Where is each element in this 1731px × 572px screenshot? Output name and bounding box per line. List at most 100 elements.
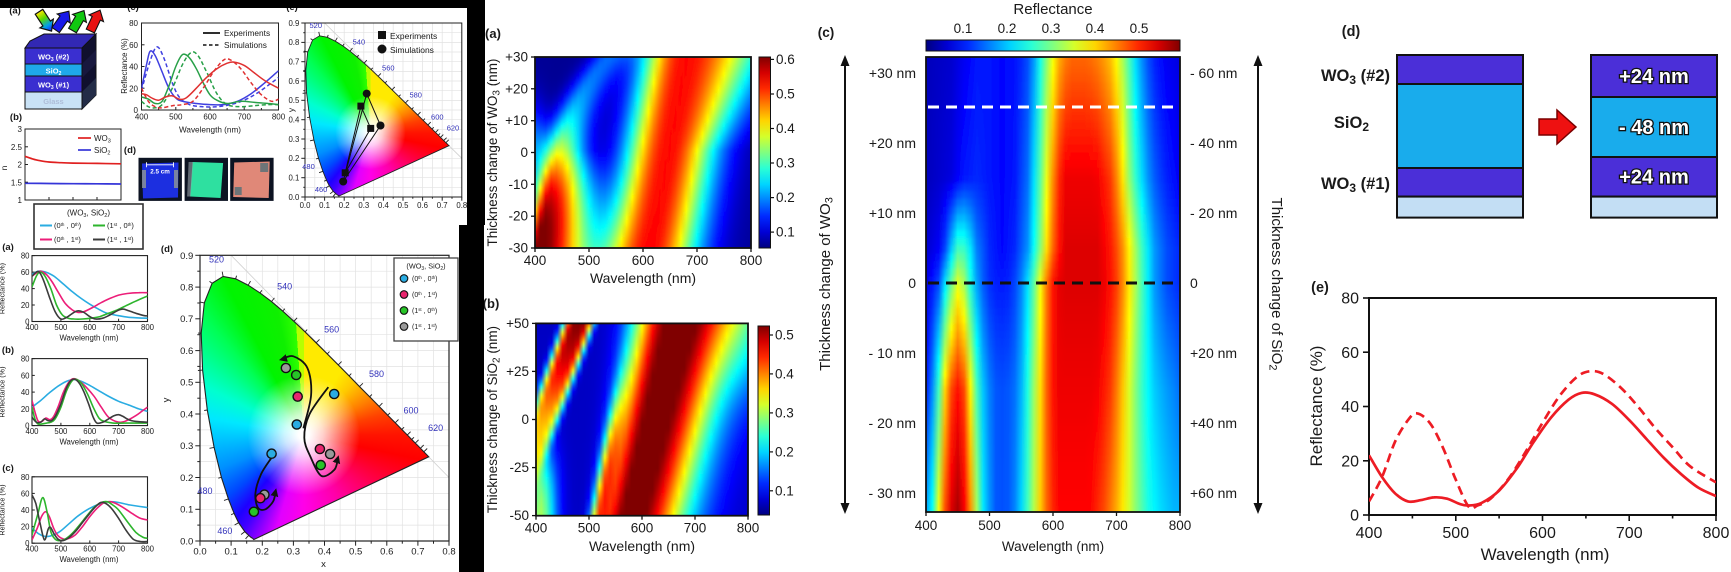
svg-text:480: 480 — [197, 486, 212, 496]
svg-text:-10: -10 — [508, 177, 528, 192]
svg-text:500: 500 — [578, 253, 601, 268]
svg-text:(1st , 0th): (1st , 0th) — [412, 307, 437, 315]
svg-text:+20 nm: +20 nm — [869, 135, 916, 151]
svg-text:-30: -30 — [508, 240, 528, 255]
svg-text:SiO2: SiO2 — [46, 67, 62, 78]
svg-text:0.7: 0.7 — [180, 314, 193, 325]
svg-text:60: 60 — [21, 489, 30, 498]
svg-text:SiO2: SiO2 — [1334, 114, 1369, 134]
svg-text:- 30 nm: - 30 nm — [869, 485, 916, 501]
svg-text:0.5: 0.5 — [775, 327, 794, 342]
svg-text:620: 620 — [428, 423, 443, 433]
svg-text:500: 500 — [54, 545, 68, 554]
svg-text:0.2: 0.2 — [288, 154, 299, 163]
svg-text:0: 0 — [908, 275, 916, 291]
svg-text:0.2: 0.2 — [775, 444, 794, 459]
svg-text:500: 500 — [578, 521, 601, 536]
svg-text:60: 60 — [21, 268, 30, 277]
svg-text:0.5: 0.5 — [180, 378, 193, 389]
svg-text:(1st , 1st): (1st , 1st) — [412, 323, 437, 331]
svg-text:Thickness change of WO3 (nm): Thickness change of WO3 (nm) — [485, 59, 503, 247]
svg-text:800: 800 — [737, 521, 760, 536]
svg-text:(a): (a) — [485, 26, 501, 41]
svg-text:600: 600 — [631, 521, 654, 536]
svg-text:600: 600 — [404, 405, 419, 415]
svg-text:Simulations: Simulations — [390, 45, 434, 55]
svg-text:600: 600 — [1529, 525, 1556, 542]
svg-text:540: 540 — [277, 282, 292, 292]
svg-text:Thickness change of WO3: Thickness change of WO3 — [817, 197, 836, 371]
svg-text:0.6: 0.6 — [288, 77, 299, 86]
svg-text:0.3: 0.3 — [287, 547, 300, 558]
svg-text:WO3 (#1): WO3 (#1) — [38, 81, 70, 92]
svg-text:(d): (d) — [124, 145, 136, 156]
svg-text:0.6: 0.6 — [180, 346, 193, 357]
svg-text:480: 480 — [302, 162, 315, 171]
svg-text:(WO3, SiO2): (WO3, SiO2) — [406, 262, 445, 272]
svg-text:+10 nm: +10 nm — [869, 205, 916, 221]
svg-text:(a): (a) — [9, 6, 21, 17]
svg-text:0.0: 0.0 — [180, 536, 193, 547]
svg-text:(d): (d) — [1342, 24, 1361, 40]
svg-text:- 20 nm: - 20 nm — [1190, 205, 1237, 221]
svg-text:0.6: 0.6 — [776, 52, 795, 67]
svg-text:0.6: 0.6 — [380, 547, 393, 558]
svg-text:+60 nm: +60 nm — [1190, 485, 1237, 501]
svg-text:400: 400 — [25, 427, 39, 436]
svg-text:(0th , 1st): (0th , 1st) — [54, 235, 81, 244]
svg-text:y: y — [161, 397, 172, 402]
svg-text:+25: +25 — [506, 364, 529, 379]
svg-text:0.1: 0.1 — [954, 21, 973, 36]
svg-text:+20: +20 — [505, 81, 528, 96]
svg-text:0.5: 0.5 — [776, 86, 795, 101]
svg-text:0.9: 0.9 — [180, 251, 193, 262]
svg-text:20: 20 — [21, 301, 30, 310]
svg-text:Reflectance (%): Reflectance (%) — [1307, 346, 1326, 467]
svg-text:400: 400 — [1356, 525, 1383, 542]
svg-text:800: 800 — [141, 427, 155, 436]
svg-text:60: 60 — [129, 41, 138, 50]
svg-text:800: 800 — [141, 323, 155, 332]
svg-text:0.1: 0.1 — [775, 483, 794, 498]
svg-text:Wavelength (nm): Wavelength (nm) — [59, 555, 118, 564]
svg-text:- 20 nm: - 20 nm — [869, 415, 916, 431]
svg-text:- 48 nm: - 48 nm — [1619, 117, 1689, 139]
svg-text:0.5: 0.5 — [398, 201, 410, 210]
svg-text:Glass: Glass — [43, 97, 63, 106]
svg-text:60: 60 — [1341, 345, 1359, 362]
svg-text:0.4: 0.4 — [775, 366, 794, 381]
svg-text:0.1: 0.1 — [288, 173, 299, 182]
svg-text:WO3 (#2): WO3 (#2) — [1321, 67, 1390, 87]
svg-text:Wavelength (nm): Wavelength (nm) — [590, 270, 696, 286]
svg-text:0.5: 0.5 — [349, 547, 362, 558]
svg-text:1: 1 — [18, 196, 23, 205]
svg-text:Reflectance (%): Reflectance (%) — [0, 484, 7, 535]
svg-text:600: 600 — [632, 253, 655, 268]
svg-text:1.5: 1.5 — [11, 178, 23, 187]
svg-text:x: x — [321, 559, 326, 570]
svg-text:800: 800 — [272, 113, 286, 122]
svg-text:460: 460 — [217, 526, 232, 536]
svg-text:+30: +30 — [505, 50, 528, 65]
svg-text:0.3: 0.3 — [776, 156, 795, 171]
svg-text:(1st , 0th): (1st , 0th) — [107, 221, 134, 230]
svg-text:+30 nm: +30 nm — [869, 65, 916, 81]
svg-text:400: 400 — [525, 521, 548, 536]
svg-text:0.7: 0.7 — [437, 201, 448, 210]
svg-text:500: 500 — [169, 113, 183, 122]
svg-text:+10: +10 — [505, 113, 528, 128]
svg-text:+40 nm: +40 nm — [1190, 415, 1237, 431]
svg-text:0.1: 0.1 — [319, 201, 330, 210]
svg-text:-50: -50 — [509, 508, 529, 523]
svg-text:2.5 cm: 2.5 cm — [150, 169, 170, 176]
svg-text:0.4: 0.4 — [1086, 21, 1105, 36]
svg-text:0.2: 0.2 — [180, 473, 193, 484]
svg-text:60: 60 — [21, 371, 30, 380]
svg-text:0.5: 0.5 — [288, 96, 300, 105]
svg-text:80: 80 — [21, 473, 30, 482]
svg-text:0.0: 0.0 — [300, 201, 312, 210]
svg-text:560: 560 — [382, 63, 395, 72]
svg-text:+24 nm: +24 nm — [1619, 66, 1688, 88]
svg-text:40: 40 — [21, 285, 30, 294]
svg-text:0.6: 0.6 — [417, 201, 428, 210]
